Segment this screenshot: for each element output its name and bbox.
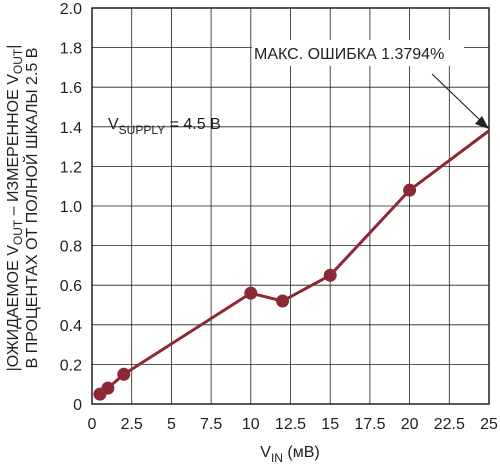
series-line (99, 129, 490, 396)
data-point (101, 381, 115, 395)
x-tick-label: 15 (321, 416, 339, 433)
y-tick-label: 0.8 (60, 239, 82, 256)
y-tick-label: 1.4 (60, 120, 82, 137)
data-point (117, 367, 131, 381)
y-title-p1: |ОЖИДАЕМОЕ V (5, 245, 22, 372)
x-tick-label: 2.5 (121, 416, 143, 433)
y-tick-label: 2.0 (60, 1, 82, 18)
max-error-label-bg (252, 40, 464, 66)
x-axis-title-base: V (260, 444, 271, 461)
x-tick-label: 22.5 (434, 416, 465, 433)
y-title-p3: | (5, 45, 22, 49)
grid-lines (92, 8, 489, 404)
x-tick-label: 10 (242, 416, 260, 433)
x-tick-label: 17.5 (354, 416, 385, 433)
x-tick-label: 25 (480, 416, 498, 433)
x-tick-label: 12.5 (275, 416, 306, 433)
data-point (244, 286, 258, 300)
max-error-annotation: МАКС. ОШИБКА 1.3794% (254, 46, 444, 63)
y-title-s2: OUT (11, 48, 25, 74)
y-tick-label: 0 (73, 397, 82, 414)
supply-base: V (108, 116, 119, 133)
max-error-arrow-head (475, 116, 489, 129)
x-tick-label: 0 (88, 416, 97, 433)
y-title-s1: OUT (11, 219, 25, 245)
x-tick-label: 5 (167, 416, 176, 433)
y-tick-label: 1.6 (60, 80, 82, 97)
x-axis-title-sub: IN (271, 451, 283, 465)
supply-sub: SUPPLY (119, 123, 165, 137)
y-axis-title-line2: В ПРОЦЕНТАХ ОТ ПОЛНОЙ ШКАЛЫ 2.5 В (22, 48, 41, 369)
y-axis-title-line1: |ОЖИДАЕМОЕ VOUT – ИЗМЕРЕННОЕ VOUT| (5, 45, 25, 372)
y-axis-title: |ОЖИДАЕМОЕ VOUT – ИЗМЕРЕННОЕ VOUT| В ПРО… (5, 45, 41, 372)
supply-rest: = 4.5 В (165, 116, 221, 133)
supply-annotation: VSUPPLY = 4.5 В (108, 116, 221, 137)
y-title-p2: – ИЗМЕРЕННОЕ V (5, 74, 22, 220)
max-error-arrow-line (431, 73, 483, 123)
y-tick-label: 1.8 (60, 41, 82, 58)
data-point (323, 268, 337, 282)
y-tick-label: 0.4 (60, 318, 82, 335)
y-tick-label: 1.0 (60, 199, 82, 216)
data-point (276, 294, 290, 308)
x-tick-labels: 0 2.5 5 7.5 10 12.5 15 17.5 20 22.5 25 (88, 416, 498, 433)
series-markers (93, 183, 417, 401)
y-tick-labels: 0 0.2 0.4 0.6 0.8 1.0 1.2 1.4 1.6 1.8 2.0 (60, 1, 82, 414)
data-point (403, 183, 417, 197)
y-tick-label: 1.2 (60, 159, 82, 176)
x-tick-label: 20 (401, 416, 419, 433)
y-tick-label: 0.6 (60, 278, 82, 295)
x-axis-title-suffix: (мВ) (283, 444, 320, 461)
y-tick-label: 0.2 (60, 357, 82, 374)
x-axis-title: VIN (мВ) (260, 444, 319, 465)
x-tick-label: 7.5 (200, 416, 222, 433)
plot-frame (91, 7, 490, 405)
